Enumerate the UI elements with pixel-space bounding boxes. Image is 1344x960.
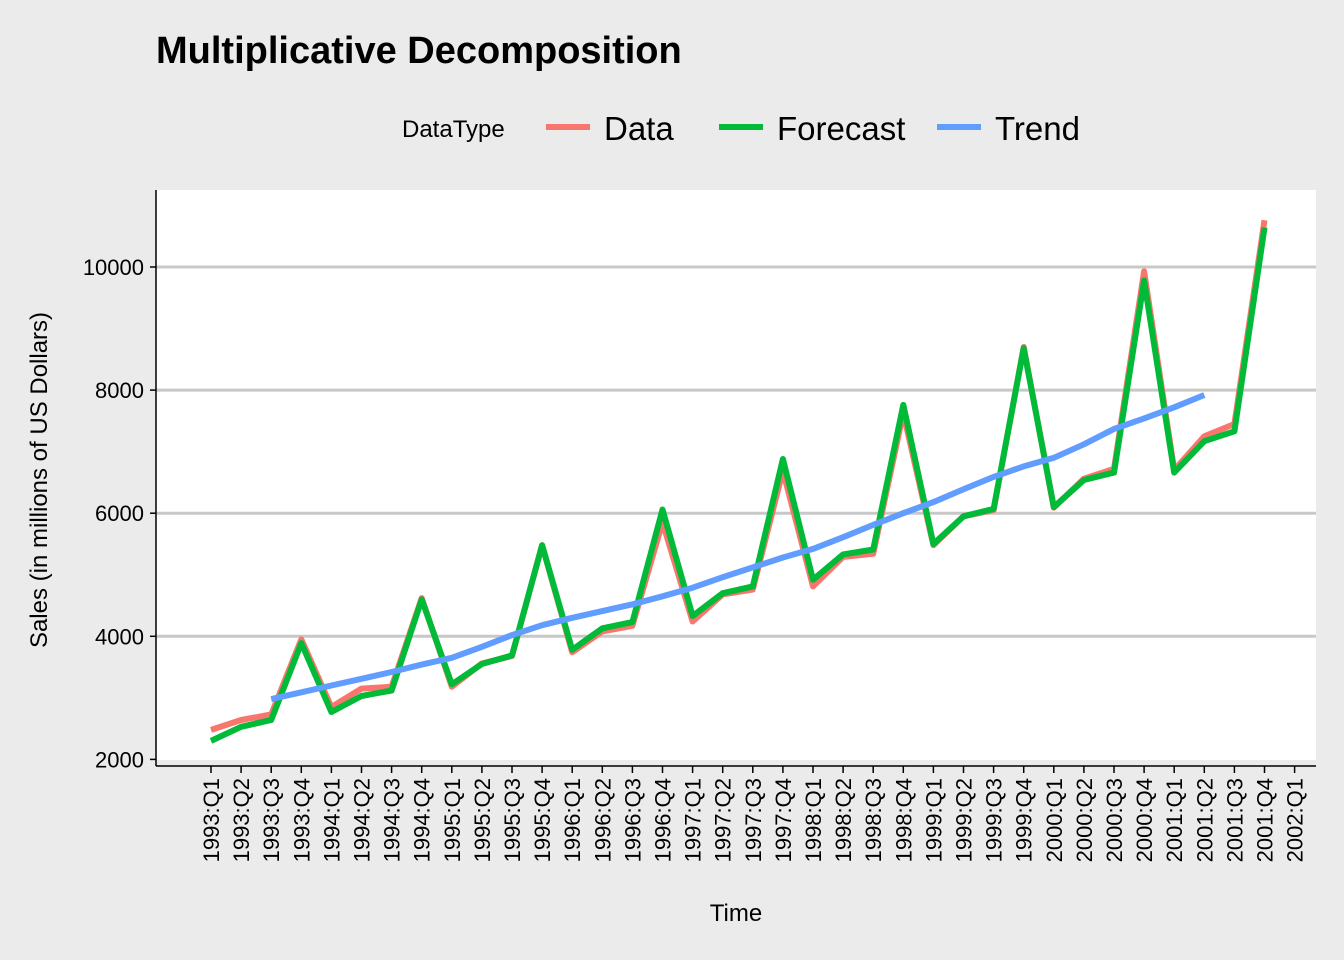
- x-tick-label: 1996:Q4: [651, 778, 676, 862]
- legend-items: Data Forecast Trend: [546, 110, 1080, 147]
- plot-panel: [156, 190, 1316, 760]
- x-tick-label: 1998:Q4: [891, 778, 916, 862]
- x-tick-label: 2001:Q2: [1192, 778, 1217, 862]
- legend: DataType Data Forecast Trend: [402, 110, 1080, 147]
- x-tick-label: 1995:Q2: [470, 778, 495, 862]
- x-tick-label: 1998:Q1: [801, 778, 826, 862]
- x-tick-label: 2002:Q1: [1283, 778, 1308, 862]
- x-tick-label: 2001:Q4: [1253, 778, 1278, 862]
- legend-label-data: Data: [604, 110, 674, 147]
- x-tick-label: 2000:Q1: [1042, 778, 1067, 862]
- x-tick-label: 1994:Q1: [319, 778, 344, 862]
- y-axis: 2000 4000 6000 8000 10000: [83, 255, 156, 772]
- y-tick-label: 8000: [95, 378, 144, 403]
- y-tick-label: 4000: [95, 624, 144, 649]
- chart-title: Multiplicative Decomposition: [156, 30, 682, 72]
- x-tick-label: 1993:Q1: [199, 778, 224, 862]
- x-tick-label: 1996:Q3: [620, 778, 645, 862]
- x-tick-label: 1999:Q4: [1012, 778, 1037, 862]
- y-tick-label: 6000: [95, 501, 144, 526]
- x-tick-label: 1999:Q2: [952, 778, 977, 862]
- x-tick-label: 2001:Q3: [1222, 778, 1247, 862]
- x-tick-label: 1995:Q1: [440, 778, 465, 862]
- x-tick-label: 1993:Q4: [289, 778, 314, 862]
- y-axis-title: Sales (in millions of US Dollars): [26, 312, 53, 648]
- legend-label-forecast: Forecast: [777, 110, 905, 147]
- x-tick-label: 1998:Q2: [831, 778, 856, 862]
- x-tick-label: 1997:Q2: [711, 778, 736, 862]
- legend-title: DataType: [402, 116, 505, 143]
- x-tick-label: 1999:Q1: [921, 778, 946, 862]
- x-tick-label: 1994:Q3: [380, 778, 405, 862]
- x-tick-label: 2000:Q3: [1102, 778, 1127, 862]
- x-tick-label: 1995:Q4: [530, 778, 555, 862]
- x-tick-label: 1997:Q1: [681, 778, 706, 862]
- y-tick-label: 2000: [95, 747, 144, 772]
- x-tick-label: 1996:Q1: [560, 778, 585, 862]
- x-tick-label: 1995:Q3: [500, 778, 525, 862]
- x-tick-label: 1997:Q4: [771, 778, 796, 862]
- x-tick-label: 1993:Q2: [229, 778, 254, 862]
- series-lines: [209, 219, 1268, 744]
- x-axis-title: Time: [710, 900, 762, 927]
- x-tick-label: 2001:Q1: [1162, 778, 1187, 862]
- x-tick-label: 1993:Q3: [259, 778, 284, 862]
- legend-label-trend: Trend: [995, 110, 1080, 147]
- x-tick-label: 1996:Q2: [590, 778, 615, 862]
- x-tick-label: 1999:Q3: [982, 778, 1007, 862]
- series-line-trend: [270, 392, 1206, 703]
- x-tick-label: 1997:Q3: [741, 778, 766, 862]
- x-tick-label: 2000:Q4: [1132, 778, 1157, 862]
- x-axis: 1993:Q1 1993:Q2 1993:Q3 1993:Q4 1994:Q1 1994:…: [199, 766, 1308, 862]
- gridlines: [156, 265, 1316, 638]
- y-tick-label: 10000: [83, 255, 144, 280]
- x-tick-label: 1994:Q2: [350, 778, 375, 862]
- x-tick-label: 2000:Q2: [1072, 778, 1097, 862]
- series-line-forecast: [209, 227, 1268, 744]
- x-tick-label: 1994:Q4: [410, 778, 435, 862]
- x-tick-label: 1998:Q3: [861, 778, 886, 862]
